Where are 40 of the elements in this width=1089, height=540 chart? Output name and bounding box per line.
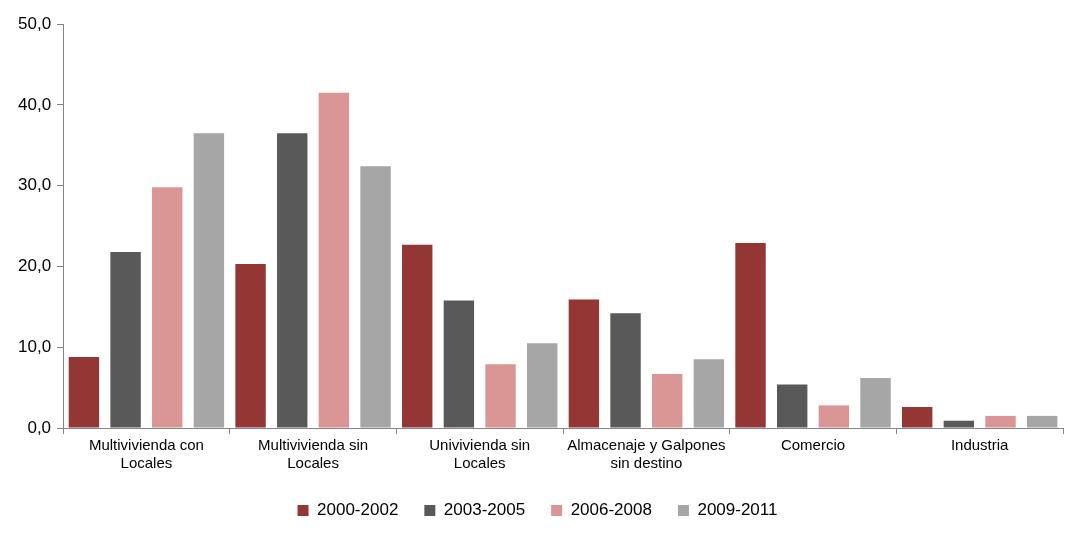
bar	[68, 356, 100, 428]
bar	[527, 343, 558, 428]
bar	[901, 407, 933, 428]
bar	[235, 264, 266, 428]
y-tick-label: 30,0	[17, 175, 52, 195]
x-tick-label: Univivienda sin Locales	[429, 436, 531, 472]
bar	[193, 133, 225, 428]
y-tick-label: 40,0	[17, 94, 52, 114]
bar	[693, 359, 725, 428]
bar	[485, 364, 516, 428]
legend-label: 2000-2002	[317, 500, 399, 520]
bar	[610, 313, 641, 428]
y-tick-label: 50,0	[17, 13, 52, 33]
bar	[985, 415, 1016, 428]
bar	[360, 166, 391, 428]
bar	[735, 243, 766, 428]
legend-label: 2006-2008	[570, 500, 652, 520]
y-tick-label: 10,0	[17, 336, 52, 356]
bar	[443, 300, 475, 428]
bar	[943, 420, 975, 428]
x-tick-label: Almacenaje y Galpones sin destino	[567, 436, 726, 472]
bar	[776, 384, 808, 428]
bar	[568, 299, 600, 428]
bar	[402, 244, 433, 428]
bar	[860, 377, 891, 428]
x-tick-label: Industria	[950, 436, 1010, 454]
bar	[152, 187, 183, 428]
bar	[277, 133, 308, 428]
bar	[651, 373, 683, 428]
x-tick-label: Multivivienda con Locales	[88, 436, 204, 472]
x-tick-label: Multivivienda sin Locales	[258, 436, 369, 472]
legend-label: 2003-2005	[443, 500, 526, 520]
y-tick-label: 0,0	[27, 417, 52, 437]
bar	[1026, 415, 1058, 428]
legend-label: 2009-2011	[697, 500, 778, 520]
x-tick-label: Comercio	[780, 436, 846, 454]
bar	[318, 92, 350, 428]
y-tick-label: 20,0	[17, 256, 52, 276]
bar	[110, 251, 141, 428]
bar	[818, 405, 850, 428]
